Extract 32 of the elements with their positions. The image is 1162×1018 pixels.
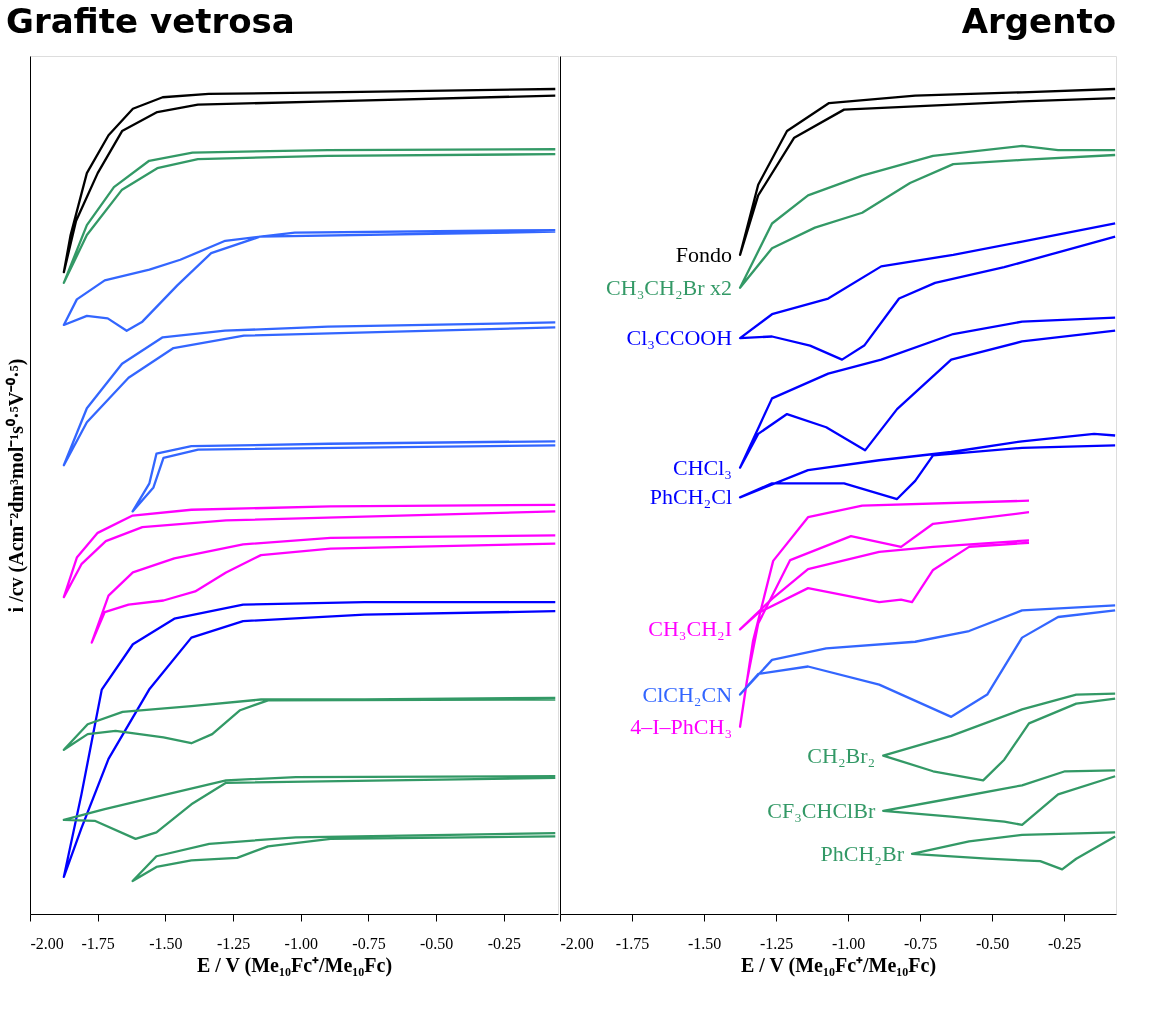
chart-title: Grafite vetrosa [6,1,295,41]
x-axis-title: E / V (Me₁₀Fc⁺/Me₁₀Fc) [196,953,393,977]
x-tick-label: -0.50 [419,934,454,952]
series-label: CF₃CHClBr [767,797,876,823]
series-label: PhCH₂Cl [649,484,733,510]
x-tick-label: -2.00 [560,934,594,952]
x-tick-label: -1.50 [149,934,183,952]
x-tick-label: -1.00 [284,934,318,952]
series-label: Cl₃CCOOH [626,325,733,351]
y-axis-title: i /cv (Acm⁻²dm³mol⁻¹s⁰·⁵V⁻⁰·⁵) [4,358,28,613]
series-label: Fondo [675,241,733,267]
x-tick-label: -1.75 [81,934,115,952]
chart-title: Argento [961,1,1116,41]
x-tick-label: -0.25 [1047,934,1082,952]
x-tick-label: -1.75 [615,934,650,952]
x-tick-label: -0.25 [487,934,522,952]
series-label: CHCl₃ [673,454,733,480]
x-tick-label: -1.50 [687,934,722,952]
series-label: CH₂Br₂ [807,742,876,768]
x-tick-label: -1.25 [759,934,794,952]
x-tick-label: -1.00 [831,934,866,952]
x-axis-title: E / V (Me₁₀Fc⁺/Me₁₀Fc) [740,953,937,977]
x-tick-label: -0.75 [903,934,938,952]
series-label: 4–I–PhCH₃ [630,713,733,739]
series-label: PhCH₂Br [820,840,905,866]
series-label: ClCH₂CN [642,681,733,707]
x-tick-label: -0.50 [975,934,1010,952]
x-tick-label: -1.25 [216,934,251,952]
x-tick-label: -2.00 [30,934,64,952]
x-tick-label: -0.75 [352,934,386,952]
series-label: CH₃CH₂Br x2 [606,274,733,300]
series-label: CH₃CH₂I [648,616,733,642]
